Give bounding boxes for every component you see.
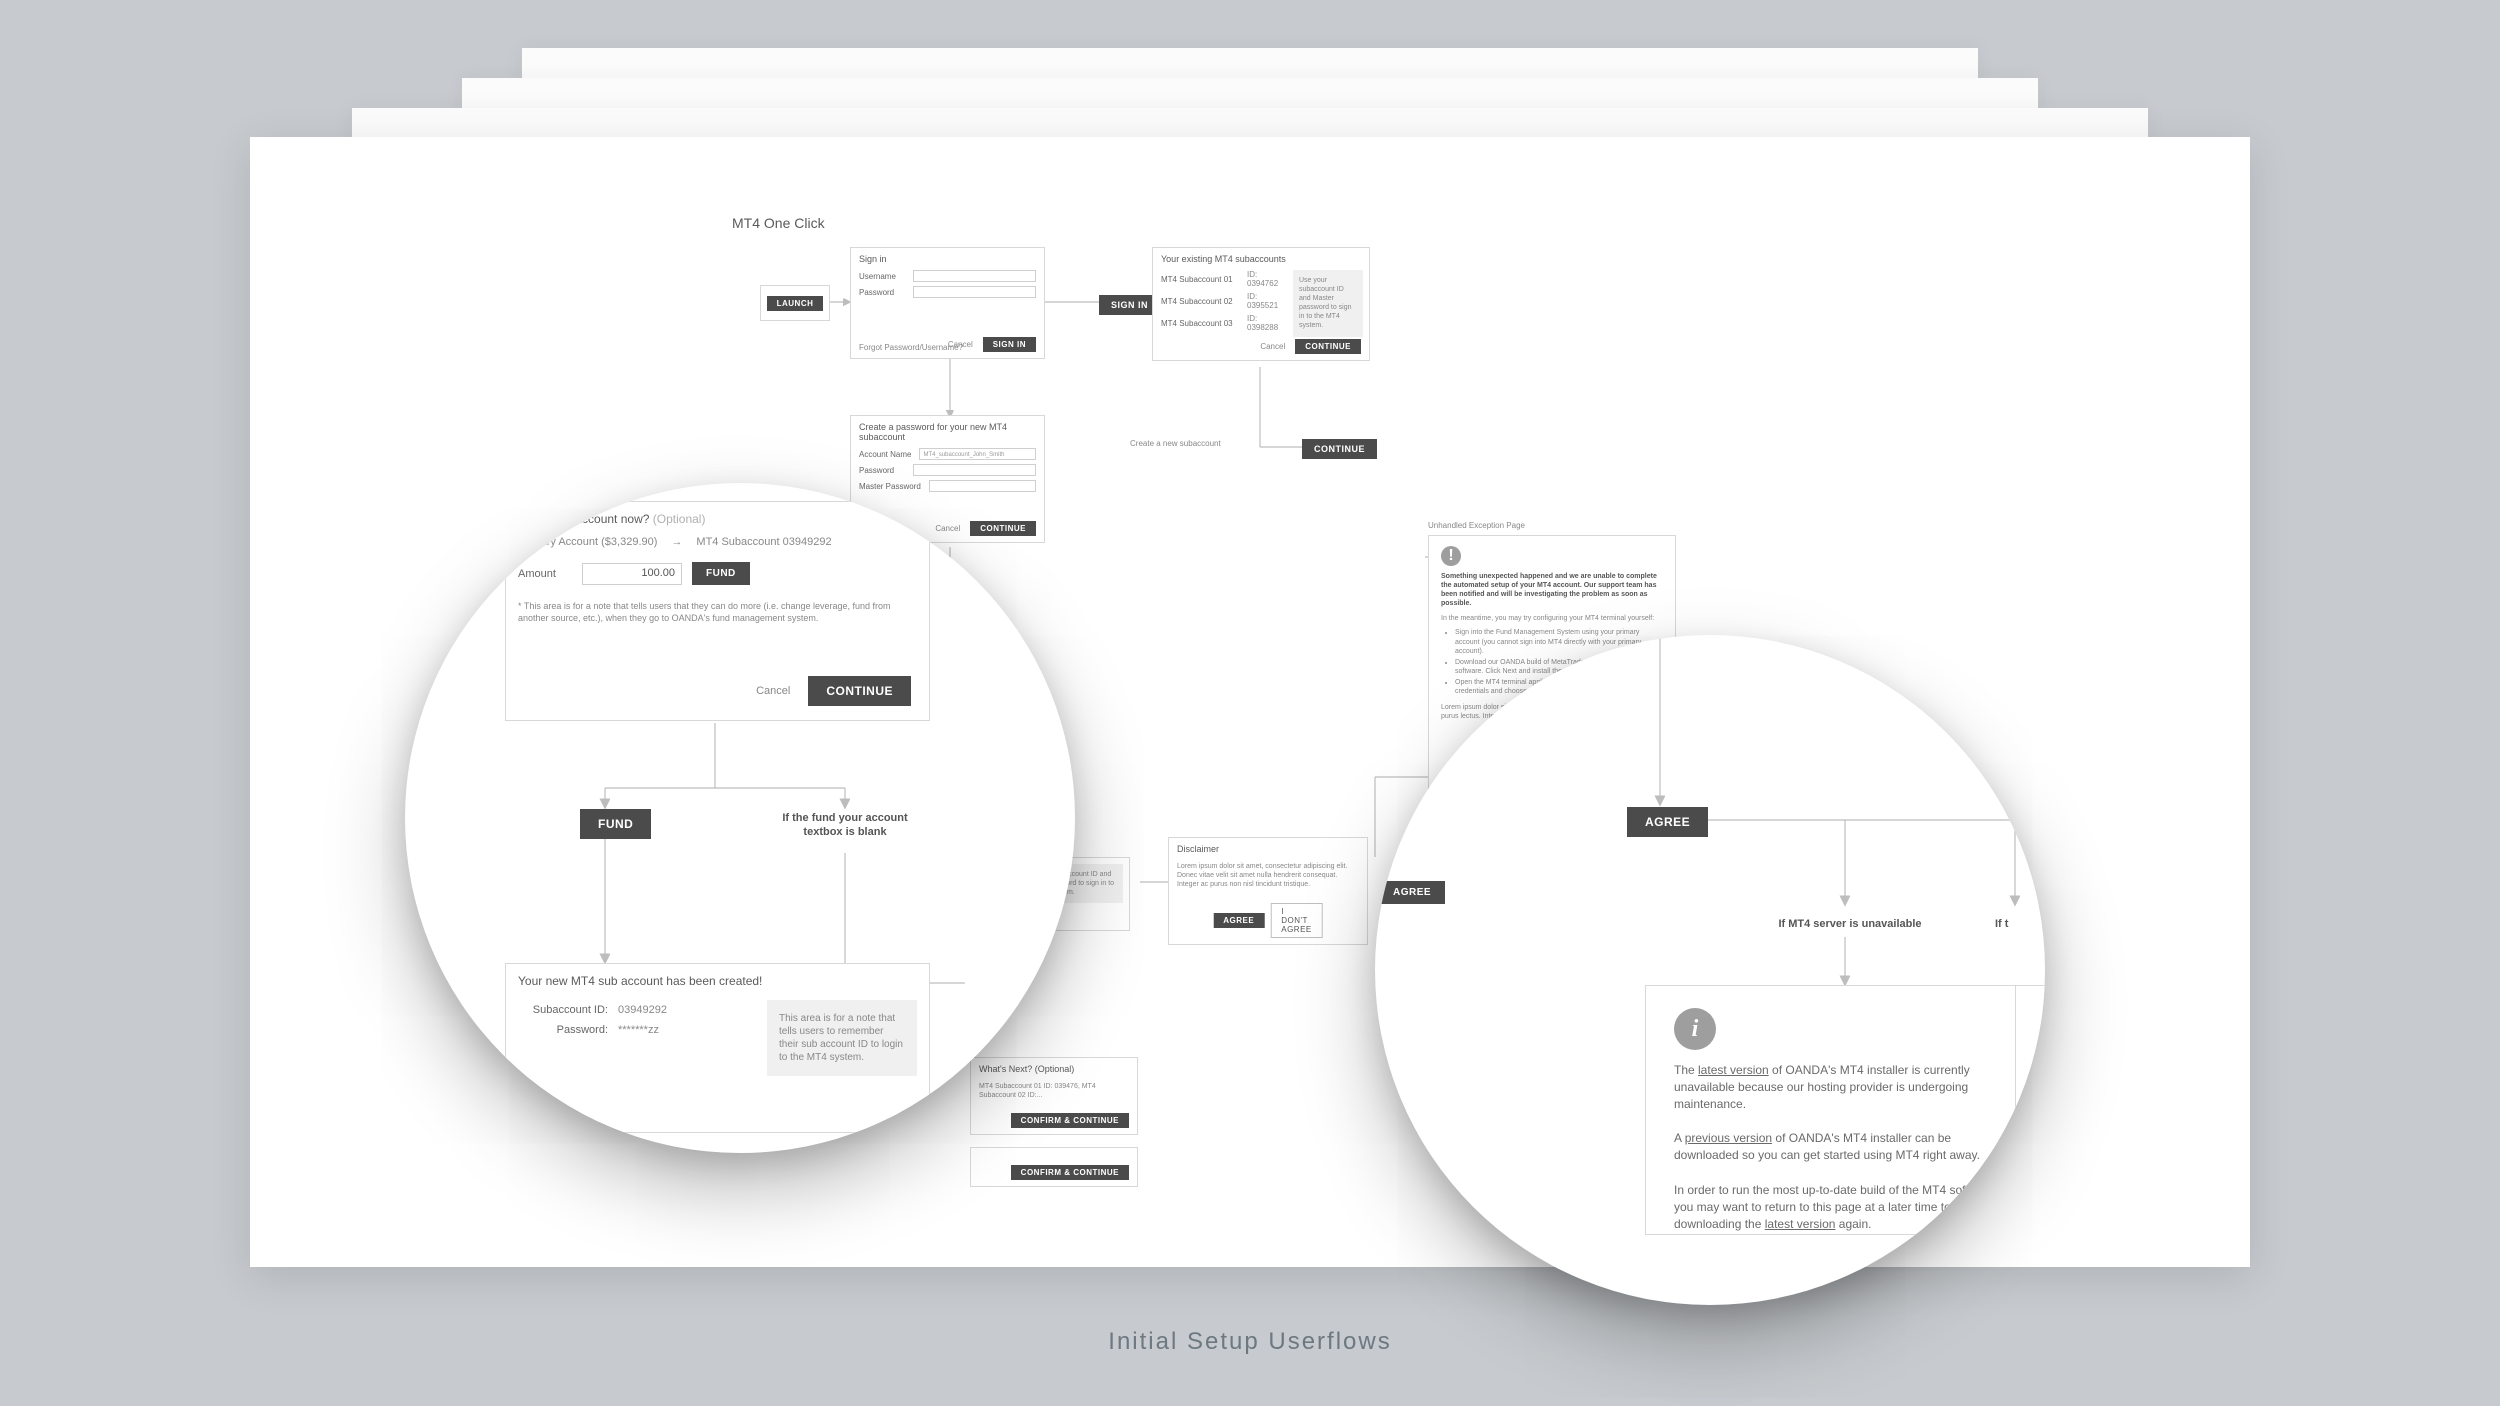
continue-badge-1: CONTINUE: [1302, 439, 1377, 459]
password-input[interactable]: [913, 286, 1036, 298]
stage: MT4 One Click: [0, 0, 2500, 1406]
fund-badge: FUND: [580, 809, 651, 839]
pw-label: Password: [859, 466, 905, 475]
unavail-p2: A previous version of OANDA's MT4 instal…: [1646, 1126, 2044, 1168]
existing-cancel[interactable]: Cancel: [1260, 342, 1285, 351]
sub-row-1-id: ID: 0395521: [1247, 292, 1285, 310]
unavail-p1: The latest version of OANDA's MT4 instal…: [1646, 1058, 2044, 1116]
amount-input[interactable]: 100.00: [582, 563, 682, 585]
sub-row-2-label: MT4 Subaccount 03: [1161, 319, 1239, 328]
lens-left: Fund your account now? (Optional) Primar…: [405, 483, 1075, 1153]
created-pw-label: Password:: [530, 1024, 608, 1036]
sub-row-0-label: MT4 Subaccount 01: [1161, 275, 1239, 284]
signin-card: Sign in Username Password Forgot Passwor…: [850, 247, 1045, 359]
flow-title: MT4 One Click: [732, 215, 825, 231]
create-side-label: Create a new subaccount: [1130, 439, 1221, 448]
signin-submit[interactable]: SIGN IN: [983, 337, 1036, 352]
existing-continue[interactable]: CONTINUE: [1295, 339, 1361, 354]
fund-continue[interactable]: CONTINUE: [808, 676, 911, 706]
fund-cancel[interactable]: Cancel: [756, 685, 790, 697]
username-input[interactable]: [913, 270, 1036, 282]
decision-blank: If the fund your account textbox is blan…: [765, 811, 925, 840]
launch-button[interactable]: LAUNCH: [767, 296, 824, 311]
sub-row-0-id: ID: 0394762: [1247, 270, 1285, 288]
sub-row-2-id: ID: 0398288: [1247, 314, 1285, 332]
fund-primary: Primary Account ($3,329.90): [518, 536, 657, 548]
signin-title: Sign in: [851, 248, 1044, 268]
info-icon: i: [1674, 1008, 1716, 1050]
error-sub1: In the meantime, you may try configuring…: [1441, 612, 1663, 625]
unavailable-card-right-sliver: [2015, 985, 2045, 1235]
signin-badge: SIGN IN: [1099, 295, 1160, 315]
fund-subaccount: MT4 Subaccount 03949292: [696, 536, 831, 548]
password-label: Password: [859, 288, 905, 297]
next-card-2-btn[interactable]: CONFIRM & CONTINUE: [1011, 1165, 1129, 1180]
created-pw-value: *******zz: [618, 1024, 659, 1036]
disclaimer-body: Lorem ipsum dolor sit amet, consectetur …: [1169, 858, 1367, 893]
agree-badge: AGREE: [1627, 807, 1708, 837]
error-heading: Something unexpected happened and we are…: [1441, 566, 1663, 612]
fund-note: * This area is for a note that tells use…: [506, 597, 929, 628]
subid-value: 03949292: [618, 1004, 667, 1016]
created-title: Your new MT4 sub account has been create…: [506, 964, 929, 994]
agree-peek[interactable]: AGREE: [1379, 881, 1445, 904]
acct-name-label: Account Name: [859, 450, 911, 459]
decision-unavailable: If MT4 server is unavailable: [1765, 917, 1935, 931]
username-label: Username: [859, 272, 905, 281]
arrow-icon: →: [671, 536, 682, 548]
signin-cancel[interactable]: Cancel: [948, 340, 973, 349]
existing-sub-card: Your existing MT4 subaccounts MT4 Subacc…: [1152, 247, 1370, 361]
unavail-p3: In order to run the most up-to-date buil…: [1646, 1178, 2044, 1236]
existing-sub-title: Your existing MT4 subaccounts: [1153, 248, 1369, 268]
fund-title: Fund your account now? (Optional): [506, 502, 929, 532]
disclaimer-dont[interactable]: I DON'T AGREE: [1270, 903, 1323, 938]
created-note: This area is for a note that tells users…: [767, 1000, 917, 1076]
caption: Initial Setup Userflows: [0, 1328, 2500, 1356]
sub-row-1-label: MT4 Subaccount 02: [1161, 297, 1239, 306]
fund-button[interactable]: FUND: [692, 562, 750, 585]
next-card-2: CONFIRM & CONTINUE: [970, 1147, 1138, 1187]
alert-icon: !: [1441, 546, 1461, 566]
error-kicker: Unhandled Exception Page: [1428, 521, 1525, 530]
unavailable-card: i The latest version of OANDA's MT4 inst…: [1645, 985, 2045, 1235]
lens-right: AGREE Lorem ipsum dolor sit amet consect…: [1375, 635, 2045, 1305]
decision-right-cut: If t: [1995, 917, 2045, 931]
pw-input[interactable]: [913, 464, 1036, 476]
launch-card: LAUNCH: [760, 285, 830, 321]
create-pw-title: Create a password for your new MT4 subac…: [851, 416, 1044, 446]
created-card: Your new MT4 sub account has been create…: [505, 963, 930, 1133]
subid-label: Subaccount ID:: [530, 1004, 608, 1016]
acct-name-input[interactable]: MT4_subaccount_John_Smith: [919, 448, 1036, 460]
error-slice: Lorem ipsum dolor sit amet consectetur a…: [1375, 665, 1465, 708]
existing-sub-note: Use your subaccount ID and Master passwo…: [1293, 270, 1363, 337]
disclaimer-card: Disclaimer Lorem ipsum dolor sit amet, c…: [1168, 837, 1368, 945]
fund-card: Fund your account now? (Optional) Primar…: [505, 501, 930, 721]
disclaimer-agree[interactable]: AGREE: [1213, 913, 1264, 928]
amount-label: Amount: [518, 568, 572, 580]
disclaimer-title: Disclaimer: [1169, 838, 1367, 858]
